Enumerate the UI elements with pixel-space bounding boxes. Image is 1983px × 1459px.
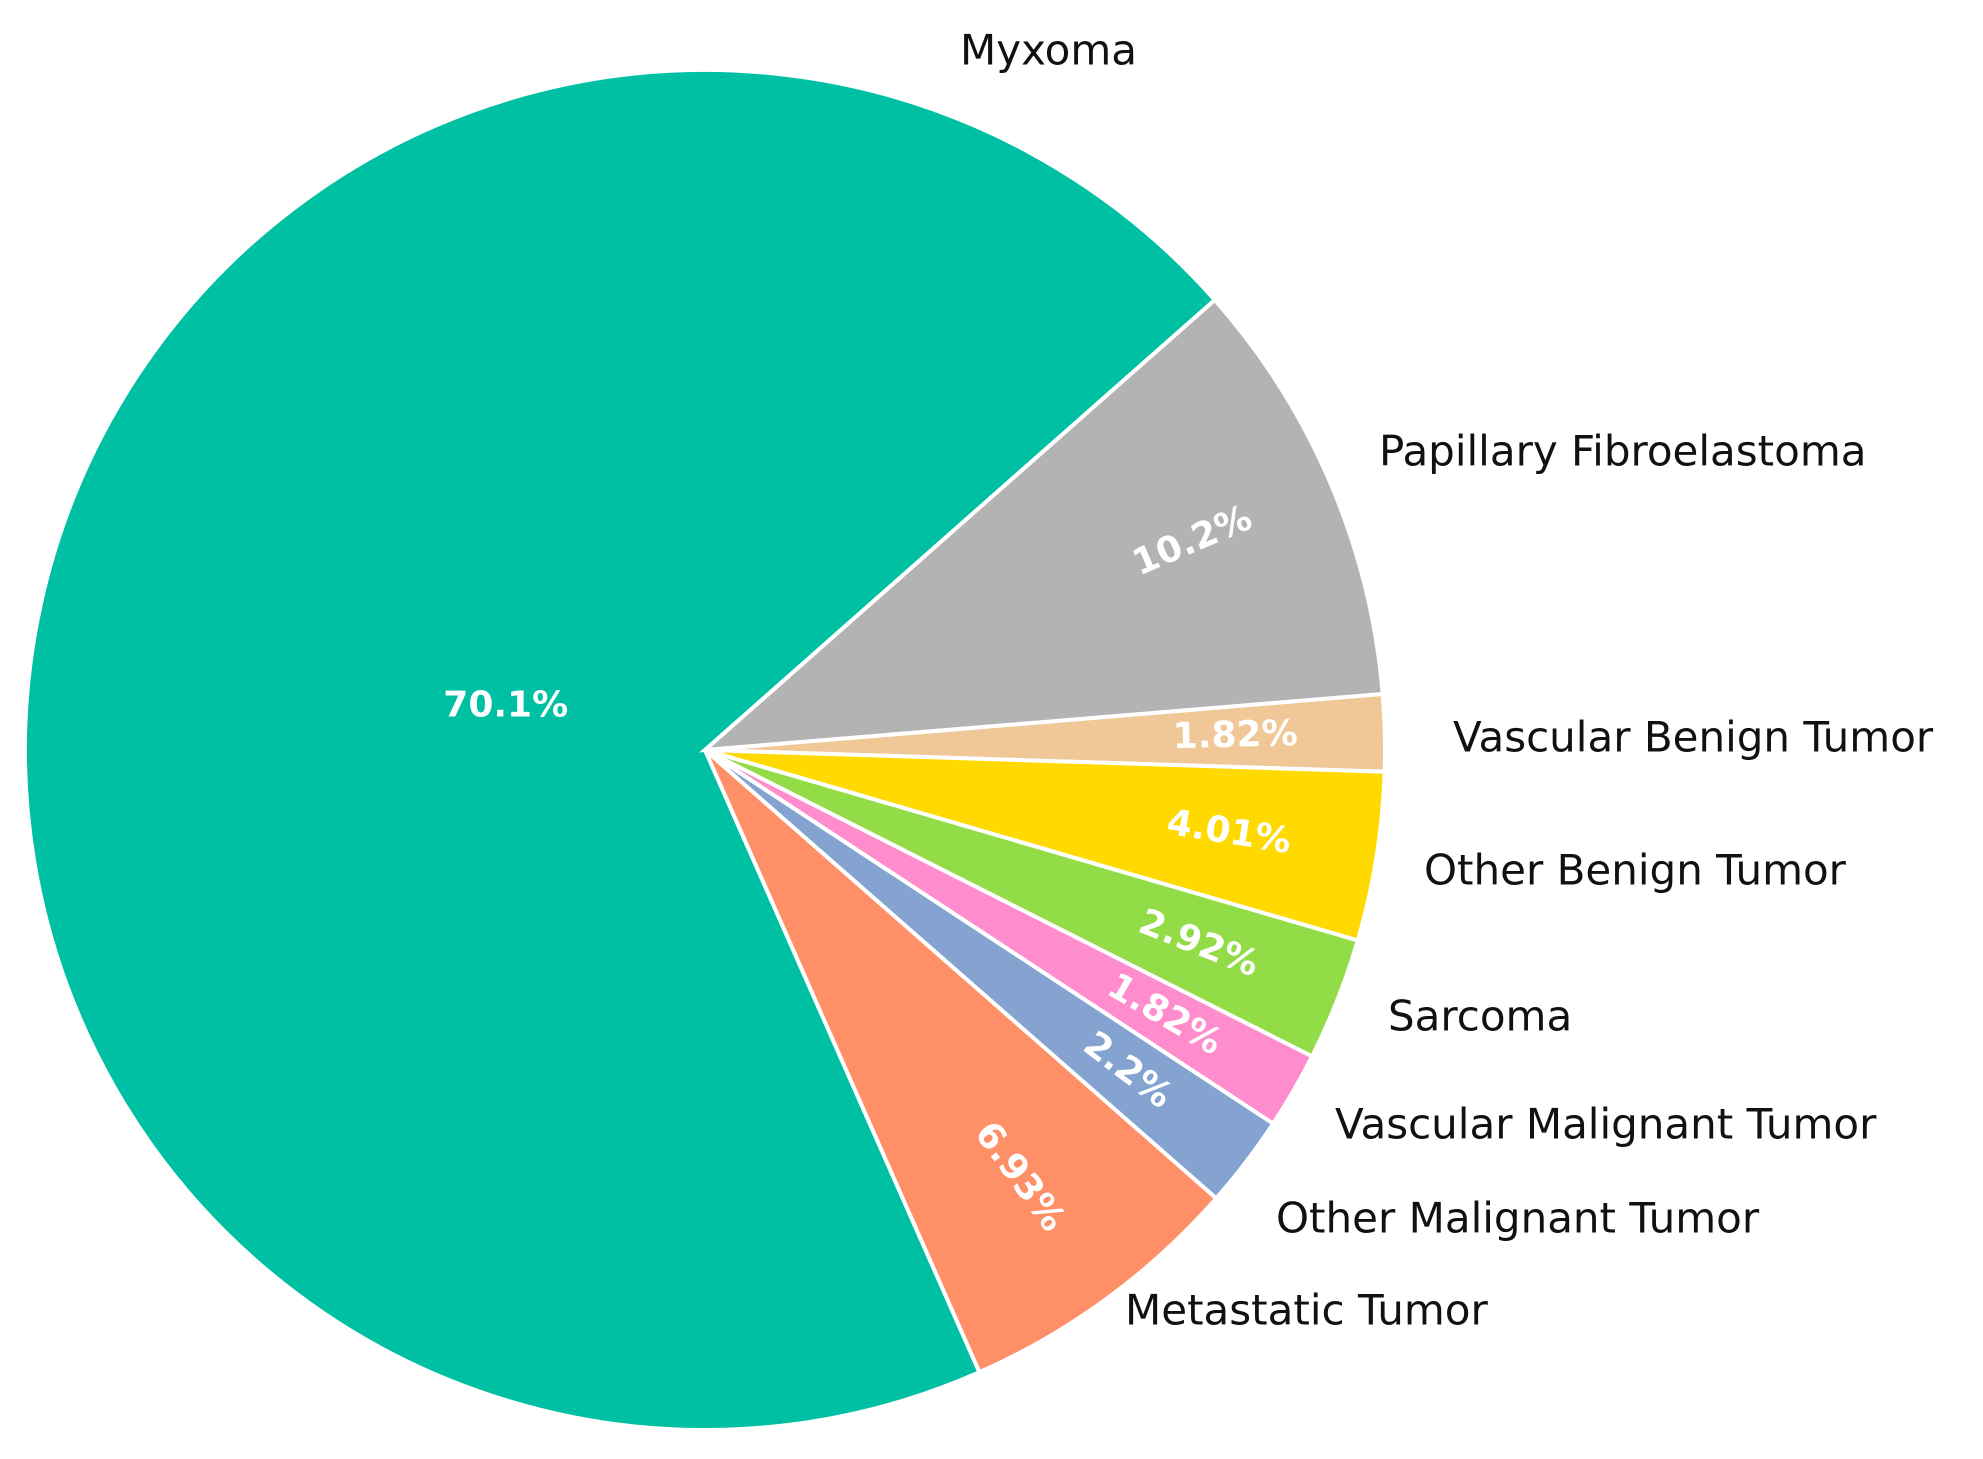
category-label: Papillary Fibroelastoma xyxy=(1379,427,1866,476)
category-label: Other Malignant Tumor xyxy=(1276,1194,1760,1243)
pie-slice xyxy=(699,297,1385,753)
category-label: Metastatic Tumor xyxy=(1125,1286,1488,1335)
data-label: 70.1% xyxy=(443,684,568,725)
category-label: Myxoma xyxy=(960,26,1137,75)
data-label: 1.82% xyxy=(1172,713,1298,757)
pie-slice xyxy=(23,68,1218,1432)
category-label: Vascular Malignant Tumor xyxy=(1335,1100,1877,1149)
category-label: Sarcoma xyxy=(1388,992,1572,1041)
category-label: Vascular Benign Tumor xyxy=(1453,713,1934,762)
category-label: Other Benign Tumor xyxy=(1424,846,1847,895)
pie-slice xyxy=(703,748,1220,1375)
